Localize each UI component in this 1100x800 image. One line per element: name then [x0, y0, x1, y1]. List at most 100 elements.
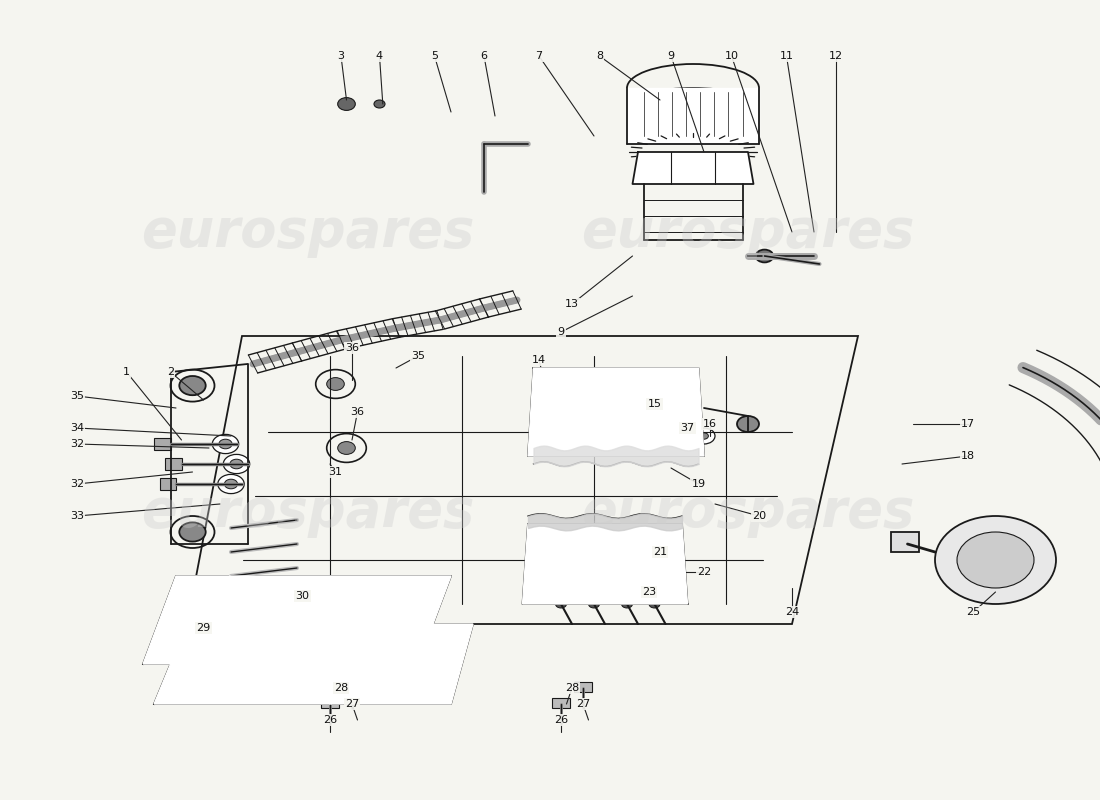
Text: 5: 5 [431, 51, 438, 61]
Text: 12: 12 [829, 51, 843, 61]
Circle shape [374, 100, 385, 108]
Text: 23: 23 [642, 587, 656, 597]
Circle shape [170, 648, 226, 688]
Text: 35: 35 [70, 391, 84, 401]
Circle shape [219, 439, 232, 449]
Text: 28: 28 [334, 683, 348, 693]
Text: 31: 31 [329, 467, 342, 477]
Text: 22: 22 [697, 567, 711, 577]
Circle shape [402, 648, 456, 688]
Circle shape [412, 656, 446, 680]
Text: 10: 10 [725, 51, 738, 61]
Circle shape [368, 604, 424, 644]
Text: 20: 20 [752, 511, 766, 521]
Circle shape [336, 656, 368, 680]
Circle shape [608, 538, 657, 574]
Text: 11: 11 [780, 51, 793, 61]
Text: 8: 8 [596, 51, 603, 61]
Text: 32: 32 [70, 439, 84, 449]
Polygon shape [528, 368, 704, 456]
Circle shape [338, 442, 355, 454]
Circle shape [621, 600, 632, 608]
Text: 35: 35 [411, 351, 425, 361]
Circle shape [248, 648, 302, 688]
Circle shape [957, 532, 1034, 588]
Circle shape [564, 546, 591, 566]
Circle shape [588, 600, 600, 608]
Text: 27: 27 [576, 699, 590, 709]
Circle shape [600, 396, 632, 420]
Text: 15: 15 [648, 399, 661, 409]
Text: 16: 16 [703, 419, 716, 429]
Circle shape [230, 459, 243, 469]
Circle shape [379, 612, 412, 636]
Text: 26: 26 [554, 715, 568, 725]
Text: 9: 9 [558, 327, 564, 337]
Circle shape [737, 416, 759, 432]
Text: 3: 3 [338, 51, 344, 61]
Text: eurospares: eurospares [581, 206, 915, 258]
Circle shape [310, 612, 343, 636]
FancyBboxPatch shape [165, 458, 182, 470]
Text: eurospares: eurospares [141, 486, 475, 538]
Ellipse shape [632, 88, 754, 120]
Circle shape [218, 474, 244, 494]
Circle shape [182, 656, 214, 680]
Text: 19: 19 [692, 479, 705, 489]
Circle shape [324, 648, 380, 688]
Text: 17: 17 [961, 419, 975, 429]
FancyBboxPatch shape [574, 682, 592, 692]
Circle shape [327, 378, 344, 390]
Text: 37: 37 [681, 423, 694, 433]
Circle shape [642, 443, 656, 453]
Polygon shape [522, 524, 688, 604]
Text: eurospares: eurospares [141, 206, 475, 258]
FancyBboxPatch shape [891, 532, 918, 552]
Circle shape [224, 479, 238, 489]
Circle shape [649, 600, 660, 608]
Circle shape [160, 604, 215, 644]
Circle shape [179, 522, 206, 542]
Text: 2: 2 [167, 367, 174, 377]
Circle shape [179, 376, 206, 395]
Text: 24: 24 [785, 607, 799, 617]
Circle shape [299, 604, 354, 644]
FancyBboxPatch shape [154, 438, 170, 450]
Text: 18: 18 [961, 451, 975, 461]
FancyBboxPatch shape [160, 478, 176, 490]
Polygon shape [632, 152, 754, 184]
Polygon shape [154, 624, 473, 704]
Text: 33: 33 [70, 511, 84, 521]
Circle shape [212, 434, 239, 454]
Circle shape [935, 516, 1056, 604]
Polygon shape [627, 88, 759, 144]
Circle shape [338, 98, 355, 110]
Text: 6: 6 [481, 51, 487, 61]
Text: 26: 26 [323, 715, 337, 725]
Text: 1: 1 [123, 367, 130, 377]
Circle shape [556, 600, 566, 608]
Text: 29: 29 [197, 623, 210, 633]
Text: 25: 25 [967, 607, 980, 617]
Circle shape [553, 538, 602, 574]
Text: 32: 32 [70, 479, 84, 489]
Circle shape [223, 454, 250, 474]
FancyBboxPatch shape [552, 698, 570, 708]
Text: 4: 4 [376, 51, 383, 61]
FancyBboxPatch shape [343, 682, 361, 692]
Text: 34: 34 [70, 423, 84, 433]
Text: 28: 28 [565, 683, 579, 693]
Text: eurospares: eurospares [581, 486, 915, 538]
Circle shape [619, 546, 646, 566]
Text: 9: 9 [668, 51, 674, 61]
Text: 27: 27 [345, 699, 359, 709]
Text: 13: 13 [565, 299, 579, 309]
Circle shape [258, 656, 292, 680]
Text: 36: 36 [351, 407, 364, 417]
Text: 36: 36 [345, 343, 359, 353]
Polygon shape [143, 576, 451, 664]
Circle shape [229, 604, 284, 644]
Text: 30: 30 [296, 591, 309, 601]
Circle shape [693, 428, 715, 444]
Circle shape [700, 433, 708, 439]
